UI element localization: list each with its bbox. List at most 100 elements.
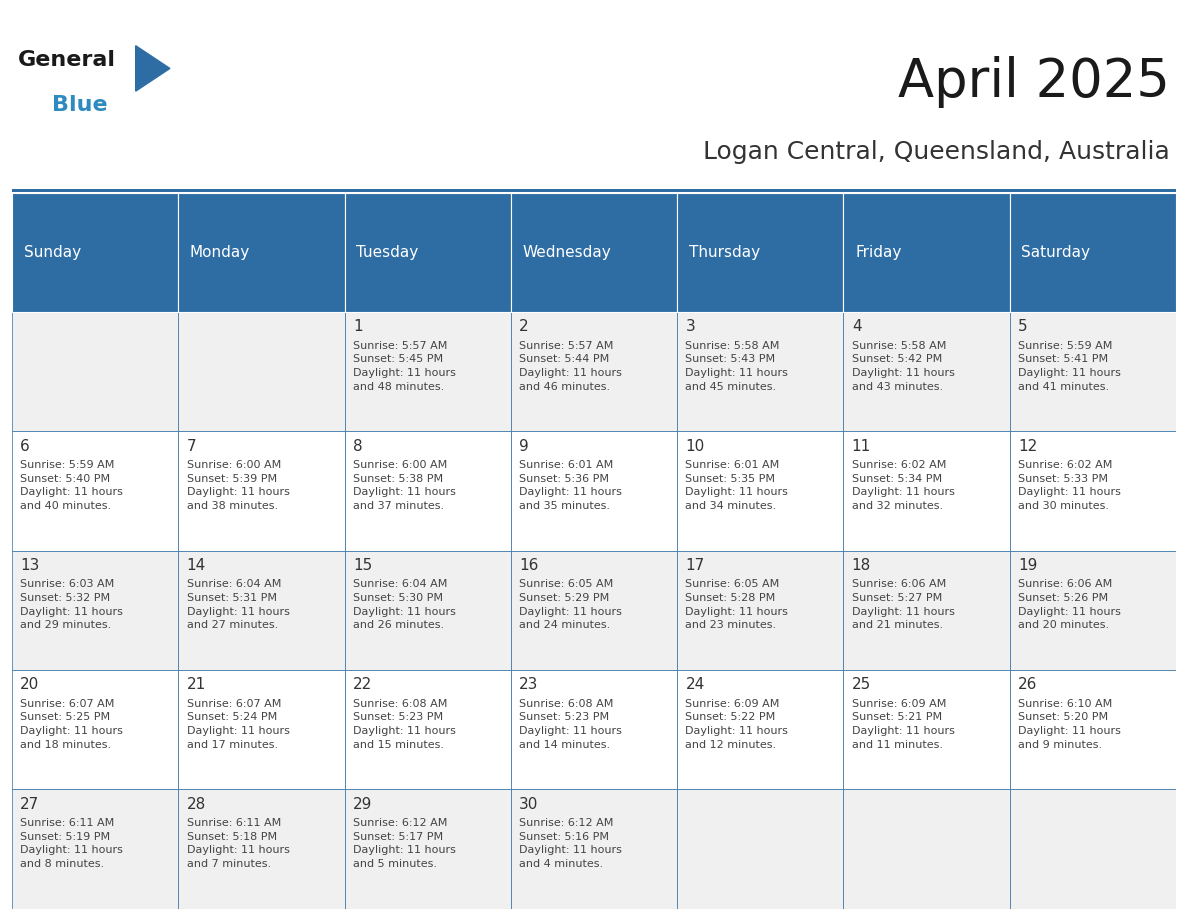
Bar [1010,551,1176,670]
Bar [843,312,1010,431]
Text: Sunrise: 5:59 AM
Sunset: 5:41 PM
Daylight: 11 hours
and 41 minutes.: Sunrise: 5:59 AM Sunset: 5:41 PM Dayligh… [1018,341,1121,392]
Text: Sunrise: 6:00 AM
Sunset: 5:38 PM
Daylight: 11 hours
and 37 minutes.: Sunrise: 6:00 AM Sunset: 5:38 PM Dayligh… [353,460,456,511]
Text: 1: 1 [353,319,362,334]
Bar [843,670,1010,789]
Bar [677,789,843,909]
Text: 27: 27 [20,797,39,812]
Bar [178,193,345,312]
Text: Sunrise: 6:10 AM
Sunset: 5:20 PM
Daylight: 11 hours
and 9 minutes.: Sunrise: 6:10 AM Sunset: 5:20 PM Dayligh… [1018,699,1121,750]
Text: Sunrise: 6:07 AM
Sunset: 5:25 PM
Daylight: 11 hours
and 18 minutes.: Sunrise: 6:07 AM Sunset: 5:25 PM Dayligh… [20,699,124,750]
Text: Sunrise: 6:07 AM
Sunset: 5:24 PM
Daylight: 11 hours
and 17 minutes.: Sunrise: 6:07 AM Sunset: 5:24 PM Dayligh… [187,699,290,750]
Text: 25: 25 [852,677,871,692]
Text: Sunrise: 6:04 AM
Sunset: 5:30 PM
Daylight: 11 hours
and 26 minutes.: Sunrise: 6:04 AM Sunset: 5:30 PM Dayligh… [353,579,456,631]
Text: 18: 18 [852,558,871,573]
Text: Thursday: Thursday [689,245,760,260]
Text: 4: 4 [852,319,861,334]
Bar [1010,670,1176,789]
Text: 17: 17 [685,558,704,573]
Text: Sunrise: 5:59 AM
Sunset: 5:40 PM
Daylight: 11 hours
and 40 minutes.: Sunrise: 5:59 AM Sunset: 5:40 PM Dayligh… [20,460,124,511]
Bar [12,670,178,789]
Bar [1010,789,1176,909]
Bar [1010,431,1176,551]
Text: 30: 30 [519,797,538,812]
Text: Sunrise: 6:01 AM
Sunset: 5:35 PM
Daylight: 11 hours
and 34 minutes.: Sunrise: 6:01 AM Sunset: 5:35 PM Dayligh… [685,460,789,511]
Text: Sunrise: 6:03 AM
Sunset: 5:32 PM
Daylight: 11 hours
and 29 minutes.: Sunrise: 6:03 AM Sunset: 5:32 PM Dayligh… [20,579,124,631]
Bar [345,193,511,312]
Bar [12,431,178,551]
Text: 7: 7 [187,439,196,453]
Text: 29: 29 [353,797,372,812]
Text: Sunrise: 6:09 AM
Sunset: 5:21 PM
Daylight: 11 hours
and 11 minutes.: Sunrise: 6:09 AM Sunset: 5:21 PM Dayligh… [852,699,955,750]
Text: Sunrise: 6:12 AM
Sunset: 5:17 PM
Daylight: 11 hours
and 5 minutes.: Sunrise: 6:12 AM Sunset: 5:17 PM Dayligh… [353,818,456,869]
Text: 2: 2 [519,319,529,334]
Text: 14: 14 [187,558,206,573]
Text: 15: 15 [353,558,372,573]
Bar [345,312,511,431]
Text: 26: 26 [1018,677,1037,692]
Text: 11: 11 [852,439,871,453]
Bar [1010,193,1176,312]
Bar [178,670,345,789]
Bar [178,431,345,551]
Bar [178,789,345,909]
Bar [843,431,1010,551]
Text: 24: 24 [685,677,704,692]
Bar [843,193,1010,312]
Text: Sunrise: 6:02 AM
Sunset: 5:33 PM
Daylight: 11 hours
and 30 minutes.: Sunrise: 6:02 AM Sunset: 5:33 PM Dayligh… [1018,460,1121,511]
Text: Blue: Blue [52,95,108,116]
Text: 3: 3 [685,319,695,334]
Text: Sunrise: 5:57 AM
Sunset: 5:45 PM
Daylight: 11 hours
and 48 minutes.: Sunrise: 5:57 AM Sunset: 5:45 PM Dayligh… [353,341,456,392]
Text: Sunrise: 6:05 AM
Sunset: 5:29 PM
Daylight: 11 hours
and 24 minutes.: Sunrise: 6:05 AM Sunset: 5:29 PM Dayligh… [519,579,623,631]
Text: 9: 9 [519,439,529,453]
Text: April 2025: April 2025 [898,57,1170,108]
Bar [511,789,677,909]
Text: Sunrise: 6:04 AM
Sunset: 5:31 PM
Daylight: 11 hours
and 27 minutes.: Sunrise: 6:04 AM Sunset: 5:31 PM Dayligh… [187,579,290,631]
Bar [511,312,677,431]
Bar [511,431,677,551]
Text: Monday: Monday [190,245,251,260]
Bar [12,312,178,431]
Text: Tuesday: Tuesday [356,245,418,260]
Text: Sunrise: 5:57 AM
Sunset: 5:44 PM
Daylight: 11 hours
and 46 minutes.: Sunrise: 5:57 AM Sunset: 5:44 PM Dayligh… [519,341,623,392]
Bar [178,551,345,670]
Bar [511,670,677,789]
Text: 28: 28 [187,797,206,812]
Text: General: General [18,50,115,70]
Text: 20: 20 [20,677,39,692]
Text: Sunrise: 6:09 AM
Sunset: 5:22 PM
Daylight: 11 hours
and 12 minutes.: Sunrise: 6:09 AM Sunset: 5:22 PM Dayligh… [685,699,789,750]
Bar [12,789,178,909]
Text: Wednesday: Wednesday [523,245,612,260]
Bar [677,670,843,789]
Bar [12,551,178,670]
Text: Sunrise: 6:11 AM
Sunset: 5:19 PM
Daylight: 11 hours
and 8 minutes.: Sunrise: 6:11 AM Sunset: 5:19 PM Dayligh… [20,818,124,869]
Bar [178,312,345,431]
Text: 23: 23 [519,677,538,692]
Text: 6: 6 [20,439,30,453]
Bar [511,193,677,312]
Text: Sunrise: 6:11 AM
Sunset: 5:18 PM
Daylight: 11 hours
and 7 minutes.: Sunrise: 6:11 AM Sunset: 5:18 PM Dayligh… [187,818,290,869]
Bar [677,312,843,431]
Bar [345,670,511,789]
Polygon shape [135,46,170,91]
Text: Sunrise: 6:06 AM
Sunset: 5:27 PM
Daylight: 11 hours
and 21 minutes.: Sunrise: 6:06 AM Sunset: 5:27 PM Dayligh… [852,579,955,631]
Text: Sunrise: 5:58 AM
Sunset: 5:42 PM
Daylight: 11 hours
and 43 minutes.: Sunrise: 5:58 AM Sunset: 5:42 PM Dayligh… [852,341,955,392]
Text: 21: 21 [187,677,206,692]
Bar [677,431,843,551]
Text: Friday: Friday [855,245,902,260]
Text: Sunrise: 6:00 AM
Sunset: 5:39 PM
Daylight: 11 hours
and 38 minutes.: Sunrise: 6:00 AM Sunset: 5:39 PM Dayligh… [187,460,290,511]
Text: Sunrise: 6:08 AM
Sunset: 5:23 PM
Daylight: 11 hours
and 15 minutes.: Sunrise: 6:08 AM Sunset: 5:23 PM Dayligh… [353,699,456,750]
Text: Sunday: Sunday [24,245,81,260]
Bar [677,193,843,312]
Text: 19: 19 [1018,558,1037,573]
Bar [511,551,677,670]
Text: 22: 22 [353,677,372,692]
Text: 13: 13 [20,558,39,573]
Bar [345,789,511,909]
Bar [843,789,1010,909]
Text: Sunrise: 6:08 AM
Sunset: 5:23 PM
Daylight: 11 hours
and 14 minutes.: Sunrise: 6:08 AM Sunset: 5:23 PM Dayligh… [519,699,623,750]
Bar [12,193,178,312]
Text: Sunrise: 6:02 AM
Sunset: 5:34 PM
Daylight: 11 hours
and 32 minutes.: Sunrise: 6:02 AM Sunset: 5:34 PM Dayligh… [852,460,955,511]
Text: Sunrise: 6:12 AM
Sunset: 5:16 PM
Daylight: 11 hours
and 4 minutes.: Sunrise: 6:12 AM Sunset: 5:16 PM Dayligh… [519,818,623,869]
Bar [345,551,511,670]
Text: 10: 10 [685,439,704,453]
